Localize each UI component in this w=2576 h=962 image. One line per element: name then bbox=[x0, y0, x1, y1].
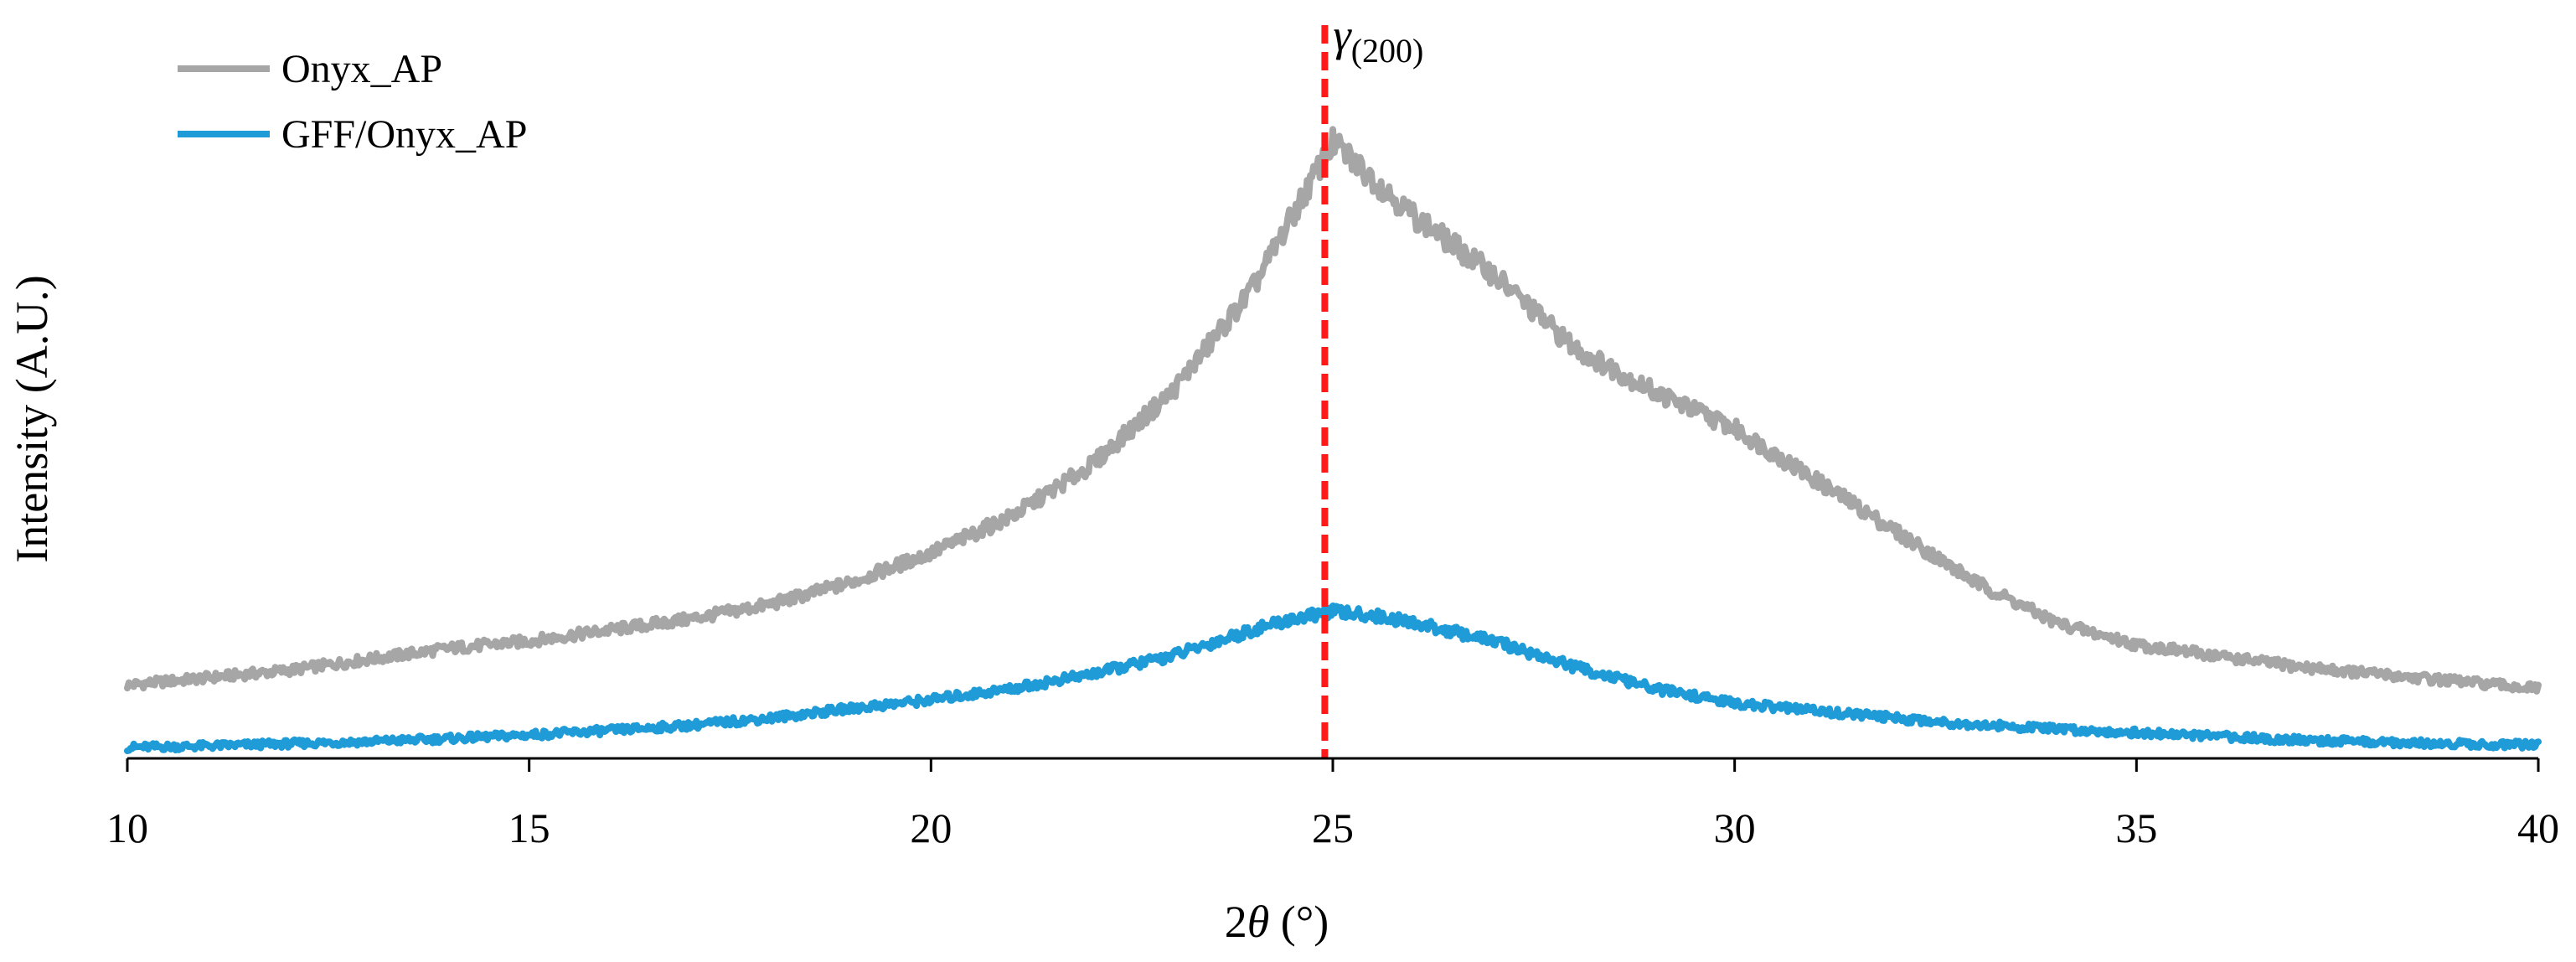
x-tick-label: 30 bbox=[1714, 804, 1756, 851]
x-axis-title-symbol: θ bbox=[1247, 897, 1270, 947]
x-axis: 10 15 20 25 30 35 40 bbox=[106, 757, 2559, 851]
x-axis-title-prefix: 2 bbox=[1225, 897, 1247, 947]
annotation-layer: γ(200) bbox=[1321, 10, 1423, 758]
x-tick-label: 40 bbox=[2517, 804, 2559, 851]
legend-label-0: Onyx_AP bbox=[281, 47, 442, 91]
peak-reference-label: γ(200) bbox=[1333, 10, 1423, 70]
x-tick-label: 35 bbox=[2115, 804, 2157, 851]
legend-label-1: GFF/Onyx_AP bbox=[281, 112, 527, 157]
series-line-0 bbox=[124, 126, 2542, 695]
legend: Onyx_AP GFF/Onyx_AP bbox=[178, 47, 527, 157]
x-tick-label: 10 bbox=[106, 804, 148, 851]
x-axis-title: 2θ (°) bbox=[1225, 897, 1329, 947]
series-layer bbox=[124, 126, 2542, 754]
x-tick-label: 15 bbox=[508, 804, 550, 851]
peak-reference-label-symbol: γ bbox=[1333, 10, 1352, 60]
peak-reference-label-subscript: (200) bbox=[1351, 32, 1424, 70]
x-tick-label: 25 bbox=[1312, 804, 1354, 851]
x-tick-label: 20 bbox=[910, 804, 952, 851]
series-line-1 bbox=[124, 603, 2542, 754]
y-axis-title: Intensity (A.U.) bbox=[7, 275, 57, 562]
x-axis-title-suffix: (°) bbox=[1269, 897, 1329, 947]
